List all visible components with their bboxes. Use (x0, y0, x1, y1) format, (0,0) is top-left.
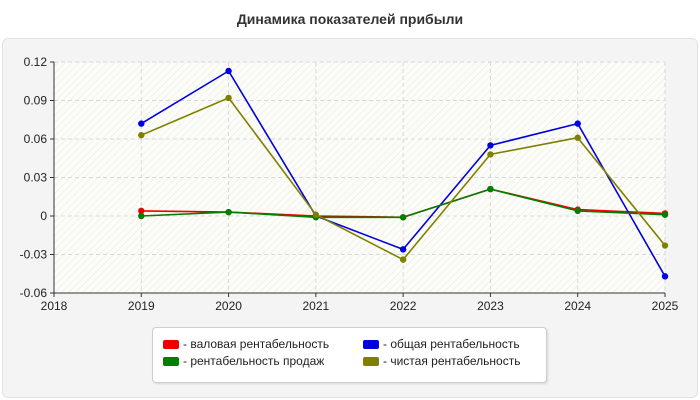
legend-swatch (163, 356, 179, 366)
legend-swatch (363, 356, 379, 366)
data-point (399, 214, 407, 221)
data-point (138, 131, 145, 139)
data-point (225, 208, 232, 216)
legend-label: - чистая рентабельность (383, 354, 521, 368)
data-point (312, 211, 320, 218)
y-tick-label: -0.03 (20, 248, 48, 262)
x-tick-label: 2022 (390, 299, 417, 313)
data-point (487, 151, 494, 158)
x-tick-label: 2021 (303, 299, 330, 313)
x-tick-label: 2019 (128, 299, 155, 313)
data-point (574, 207, 581, 215)
data-point (399, 246, 407, 253)
y-tick-label: -0.06 (20, 286, 48, 300)
y-tick-label: 0.03 (24, 171, 48, 185)
data-point (399, 256, 407, 263)
series-1 (138, 67, 669, 280)
data-point (487, 185, 494, 193)
y-tick-label: 0.12 (24, 55, 48, 69)
legend-swatch (163, 339, 179, 349)
y-tick-label: 0.09 (24, 94, 48, 108)
series-layer (138, 67, 669, 280)
data-point (661, 273, 669, 280)
y-tick-label: 0 (40, 209, 47, 223)
data-point (574, 134, 581, 141)
legend-label: - рентабельность продаж (183, 354, 325, 368)
legend-swatch (363, 339, 379, 349)
data-point (225, 94, 232, 102)
legend-item-sales: - рентабельность продаж (163, 354, 324, 368)
x-tick-label: 2025 (652, 299, 679, 313)
legend-item-gross: - валовая рентабельность (163, 337, 329, 351)
data-point (661, 242, 669, 249)
legend: - валовая рентабельность - общая рентабе… (152, 327, 547, 383)
legend-label: - общая рентабельность (383, 337, 520, 351)
grid-lines (54, 61, 666, 293)
data-point (225, 67, 232, 75)
legend-label: - валовая рентабельность (183, 337, 330, 351)
data-point (661, 211, 669, 218)
x-tick-label: 2018 (41, 299, 68, 313)
y-tick-label: 0.06 (24, 132, 48, 146)
data-point (138, 212, 145, 220)
x-tick-label: 2020 (215, 299, 242, 313)
data-point (138, 207, 145, 215)
data-point (574, 120, 581, 127)
chart-title: Динамика показателей прибыли (236, 11, 464, 27)
data-point (138, 120, 145, 127)
legend-item-net: - чистая рентабельность (363, 354, 520, 368)
legend-item-total: - общая рентабельность (363, 337, 520, 351)
x-tick-label: 2024 (564, 299, 591, 313)
axes (50, 61, 666, 297)
data-point (487, 142, 494, 149)
x-tick-label: 2023 (477, 299, 504, 313)
series-3 (138, 94, 669, 263)
